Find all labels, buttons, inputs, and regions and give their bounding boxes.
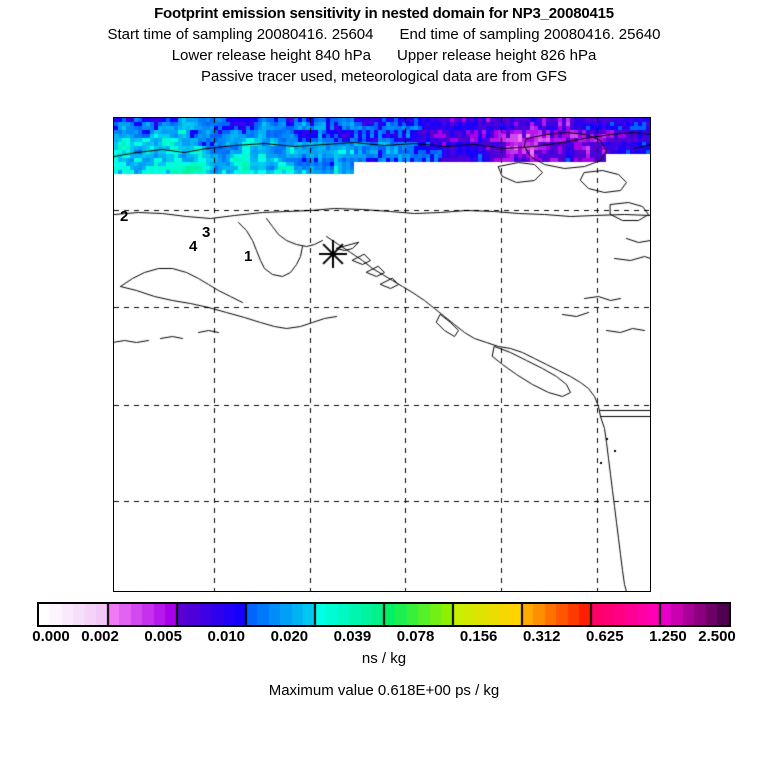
colorbar-tick-4: 0.020: [270, 628, 309, 645]
release-point-marker: [114, 118, 650, 591]
colorbar-tick-9: 0.625: [586, 628, 624, 645]
colorbar-gradient: [39, 604, 729, 625]
colorbar-tick-7: 0.156: [459, 628, 498, 645]
colorbar-tick-2: 0.005: [144, 628, 182, 645]
end-time-label: End time of sampling 20080416. 25640: [399, 26, 661, 43]
colorbar-tick-5: 0.039: [333, 628, 372, 645]
map-annotation-3: 3: [202, 224, 211, 241]
map-annotation-1: 1: [244, 248, 253, 265]
upper-release-height-label: Upper release height 826 hPa: [397, 47, 597, 64]
maximum-value-label: Maximum value 0.618E+00 ps / kg: [268, 682, 500, 699]
colorbar-container: [37, 602, 731, 627]
colorbar-tick-8: 0.312: [522, 628, 561, 645]
header-block: Footprint emission sensitivity in nested…: [0, 0, 768, 85]
colorbar-tick-6: 0.078: [396, 628, 435, 645]
colorbar-tick-0: 0.000: [32, 628, 70, 645]
colorbar-tick-1: 0.002: [81, 628, 119, 645]
map-annotation-2: 2: [120, 208, 129, 225]
map-annotation-4: 4: [189, 238, 198, 255]
lower-release-height-label: Lower release height 840 hPa: [171, 47, 371, 64]
sampling-time-row: Start time of sampling 20080416. 25604 En…: [0, 26, 768, 43]
colorbar-tick-10: 1.250: [649, 628, 687, 645]
colorbar: [37, 602, 731, 627]
release-height-row: Lower release height 840 hPa Upper releas…: [0, 47, 768, 64]
colorbar-tick-3: 0.010: [207, 628, 246, 645]
colorbar-tick-labels: 0.000 0.002 0.005 0.010 0.020 0.039 0.078 0.156…: [0, 628, 768, 648]
page-title: Footprint emission sensitivity in nested…: [154, 5, 614, 22]
tracer-note-label: Passive tracer used, meteorological data…: [201, 68, 567, 85]
start-time-label: Start time of sampling 20080416. 25604: [107, 26, 374, 43]
colorbar-units-label: ns / kg: [361, 650, 407, 667]
colorbar-tick-11: 2.500: [698, 628, 736, 645]
